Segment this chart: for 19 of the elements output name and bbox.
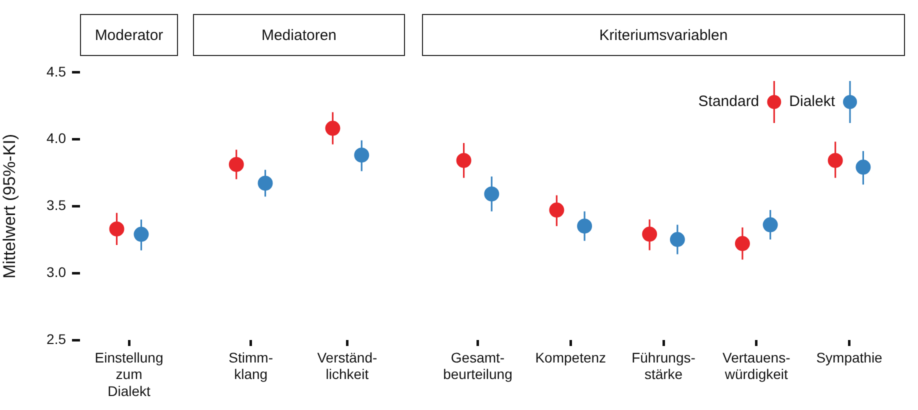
y-tick-label: 2.5 <box>46 330 66 347</box>
x-tick-label: Kompetenz <box>535 349 606 366</box>
x-tick-label: Verständ- lichkeit <box>317 349 378 382</box>
x-tick-label: Führungs- stärke <box>632 349 696 382</box>
x-tick-label: Stimm- klang <box>228 349 274 382</box>
chart-title: Mediatoren <box>193 14 405 56</box>
chart-title: Kriteriumsvariablen <box>422 14 905 56</box>
y-axis-title: Mittelwert (95%-KI) <box>0 134 19 278</box>
y-tick-label: 3.5 <box>46 197 66 214</box>
y-tick-label: 4.5 <box>46 63 66 80</box>
y-tick-label: 4.0 <box>46 130 66 146</box>
y-tick-label: 3.0 <box>46 264 66 280</box>
legend-label: Dialekt <box>789 93 836 110</box>
x-tick-label: Sympathie <box>816 349 883 366</box>
chart-title: Moderator <box>80 14 178 56</box>
legend-label: Standard <box>698 93 760 110</box>
x-tick-label: Vertauens- würdigkeit <box>722 349 791 382</box>
x-tick-label: Einstellung zum Dialekt <box>94 349 164 399</box>
x-tick-label: Gesamt- beurteilung <box>443 349 512 382</box>
